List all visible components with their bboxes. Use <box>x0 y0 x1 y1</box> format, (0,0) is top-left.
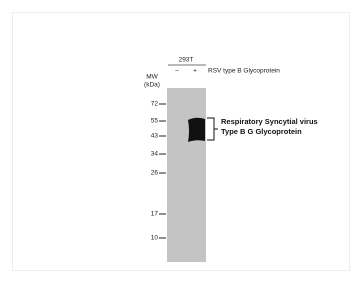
band <box>188 118 205 142</box>
marker-label: 17 <box>151 211 159 218</box>
marker-label: 43 <box>151 133 159 140</box>
treatment-label: RSV type B Glycoprotein <box>208 68 280 75</box>
lane-label: + <box>193 68 197 75</box>
annotation: Type B G Glycoprotein <box>221 127 302 136</box>
marker-label: 26 <box>151 170 159 177</box>
figure: 293T – + RSV type B Glycoprotein MW (kDa… <box>0 0 362 279</box>
marker-label: 34 <box>151 151 159 158</box>
marker-label: 10 <box>151 235 159 242</box>
annotation: Respiratory Syncytial virus <box>221 117 318 126</box>
mw-label: MW <box>146 74 158 81</box>
gel <box>167 88 206 262</box>
lane-label: – <box>175 68 179 75</box>
cell-line: 293T <box>179 57 194 64</box>
marker-label: 72 <box>151 101 159 108</box>
marker-label: 55 <box>151 118 159 125</box>
mw-unit: (kDa) <box>144 82 160 89</box>
bracket <box>207 118 218 140</box>
